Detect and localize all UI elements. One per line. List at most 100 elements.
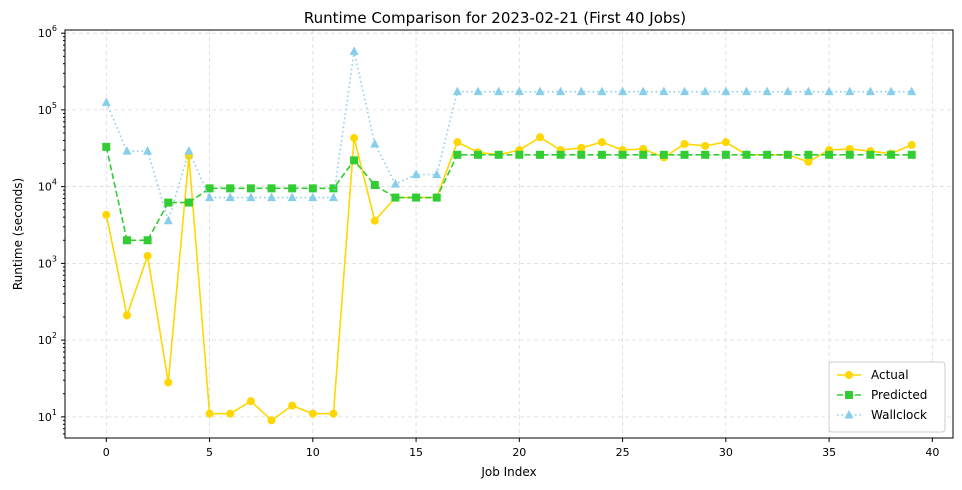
- predicted-point: [308, 184, 317, 193]
- predicted-point: [494, 150, 503, 159]
- wallclock-point: [370, 138, 380, 148]
- predicted-point: [288, 184, 297, 193]
- wallclock-point: [638, 86, 648, 96]
- wallclock-point: [143, 146, 153, 155]
- wallclock-point: [886, 86, 896, 96]
- x-tick-label: 20: [512, 446, 526, 459]
- wallclock-point: [225, 192, 235, 202]
- x-tick-label: 35: [822, 446, 836, 459]
- predicted-point: [370, 181, 379, 190]
- predicted-point: [763, 150, 772, 159]
- actual-point: [329, 409, 338, 418]
- y-tick-label: 102: [38, 331, 57, 347]
- wallclock-point: [267, 192, 277, 202]
- wallclock-point: [308, 192, 318, 202]
- wallclock-point: [411, 169, 421, 178]
- series-layer: [101, 46, 917, 425]
- legend: Actual Predicted Wallclock: [828, 361, 946, 433]
- grid-layer: [65, 30, 953, 438]
- actual-point: [804, 157, 813, 166]
- wallclock-point: [473, 86, 483, 96]
- wallclock-point: [721, 86, 731, 96]
- predicted-point: [391, 193, 400, 202]
- predicted-point: [845, 150, 854, 159]
- actual-point: [535, 133, 544, 142]
- actual-point: [370, 216, 379, 225]
- x-axis-label: Job Index: [480, 465, 536, 479]
- wallclock-point: [101, 97, 111, 106]
- wallclock-point: [576, 86, 586, 96]
- wallclock-point: [824, 86, 834, 96]
- predicted-point: [680, 150, 689, 159]
- chart-title: Runtime Comparison for 2023-02-21 (First…: [304, 9, 686, 27]
- predicted-point: [597, 150, 606, 159]
- predicted-point: [618, 150, 627, 159]
- actual-point: [288, 401, 297, 410]
- actual-point: [577, 143, 586, 152]
- y-tick-exponent: 5: [52, 101, 57, 110]
- actual-point: [350, 134, 359, 143]
- wallclock-line: [105, 51, 912, 224]
- predicted-point: [515, 150, 524, 159]
- wallclock-point: [762, 86, 772, 96]
- x-tick-label: 30: [719, 446, 733, 459]
- predicted-point: [577, 150, 586, 159]
- actual-point: [701, 141, 710, 150]
- legend-box: [828, 361, 946, 433]
- predicted-point: [164, 198, 173, 207]
- actual-point: [680, 139, 689, 148]
- y-tick-base: 10: [38, 411, 52, 424]
- predicted-point: [143, 236, 152, 245]
- wallclock-point: [907, 86, 917, 96]
- actual-series: [102, 133, 916, 425]
- y-tick-label: 104: [38, 178, 57, 194]
- x-tick-label: 40: [925, 446, 939, 459]
- wallclock-point: [514, 86, 524, 96]
- predicted-point: [226, 184, 235, 193]
- x-tick-label: 0: [103, 446, 110, 459]
- predicted-point: [639, 150, 648, 159]
- wallclock-point: [122, 146, 132, 155]
- predicted-point: [246, 184, 255, 193]
- predicted-point: [659, 150, 668, 159]
- predicted-point: [825, 150, 834, 159]
- wallclock-point: [618, 86, 628, 96]
- wallclock-point: [597, 86, 607, 96]
- wallclock-series: [101, 46, 917, 225]
- predicted-point: [122, 236, 131, 245]
- wallclock-point: [432, 169, 442, 178]
- predicted-point: [742, 150, 751, 159]
- y-tick-base: 10: [38, 27, 52, 40]
- actual-point: [205, 409, 214, 418]
- y-tick-base: 10: [38, 104, 52, 117]
- predicted-point: [329, 184, 338, 193]
- y-axis-label: Runtime (seconds): [11, 178, 25, 290]
- predicted-point: [474, 150, 483, 159]
- predicted-point: [184, 198, 193, 207]
- wallclock-point: [783, 86, 793, 96]
- predicted-line: [105, 146, 912, 242]
- predicted-point: [205, 184, 214, 193]
- wallclock-point: [680, 86, 690, 96]
- predicted-series: [102, 142, 916, 245]
- y-tick-exponent: 3: [52, 254, 57, 263]
- y-tick-label: 101: [38, 408, 57, 424]
- actual-point: [164, 378, 173, 387]
- actual-point: [226, 409, 235, 418]
- wallclock-point: [452, 86, 462, 96]
- wallclock-point: [556, 86, 566, 96]
- legend-marker-predicted: [845, 391, 853, 399]
- wallclock-point: [700, 86, 710, 96]
- legend-label-wallclock: Wallclock: [871, 408, 927, 422]
- actual-point: [308, 409, 317, 418]
- y-tick-base: 10: [38, 181, 52, 194]
- predicted-point: [887, 150, 896, 159]
- predicted-point: [866, 150, 875, 159]
- legend-label-predicted: Predicted: [871, 388, 927, 402]
- y-tick-exponent: 4: [52, 178, 57, 187]
- actual-point: [246, 397, 255, 406]
- x-tick-label: 10: [306, 446, 320, 459]
- legend-label-actual: Actual: [871, 368, 909, 382]
- y-tick-base: 10: [38, 334, 52, 347]
